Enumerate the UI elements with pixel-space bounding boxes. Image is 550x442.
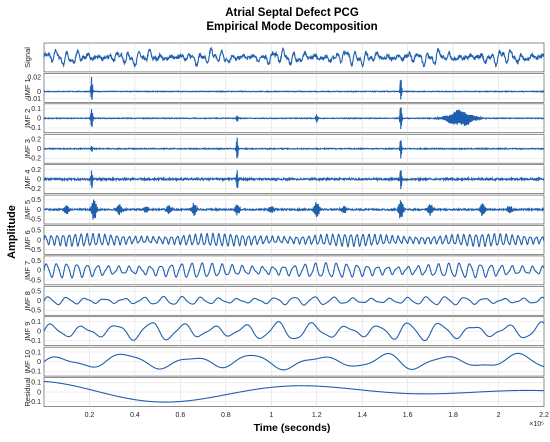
chart-subtitle: Empirical Mode Decomposition [206, 21, 378, 33]
y-tick-label: -0.2 [29, 186, 41, 193]
series-line-residual [43, 380, 545, 403]
y-tick-label: 0 [37, 298, 41, 305]
series-label: Signal [23, 47, 32, 68]
y-tick-label: -0.01 [25, 96, 41, 103]
series-label: IMF 8 [23, 291, 32, 310]
y-tick-label: 0.5 [31, 288, 41, 295]
y-tick-label: 0.5 [31, 197, 41, 204]
y-tick-label: 0.2 [31, 167, 41, 174]
y-tick-label: 0.02 [27, 74, 41, 81]
y-tick-label: -0.1 [29, 338, 41, 345]
series-label: IMF 9 [23, 322, 32, 341]
y-tick-label: -0.1 [29, 369, 41, 376]
series-line-imf-4 [43, 170, 545, 190]
series-line-imf-6 [43, 232, 545, 248]
x-tick-label: 1.8 [448, 412, 458, 419]
series-label: IMF 6 [23, 230, 32, 249]
y-tick-label: 0 [37, 176, 41, 183]
y-tick-label: 0.1 [31, 380, 41, 387]
y-tick-label: -0.5 [29, 277, 41, 284]
series-line-imf-9 [43, 321, 545, 342]
series-label: IMF 10 [23, 350, 32, 373]
series-label: IMF 2 [23, 109, 32, 128]
y-tick-label: 0 [37, 389, 41, 396]
y-tick-label: 0.1 [31, 349, 41, 356]
x-tick-label: 2.2 [539, 412, 549, 419]
y-tick-label: 0.5 [31, 228, 41, 235]
x-tick-label: 1.2 [312, 412, 322, 419]
y-tick-label: -0.5 [29, 216, 41, 223]
x-tick-label: 2 [497, 412, 501, 419]
series-line-imf-8 [43, 295, 545, 306]
x-axis-label: Time (seconds) [253, 422, 331, 434]
y-tick-label: 0.2 [31, 136, 41, 143]
series-label: IMF 4 [23, 170, 32, 189]
series-label: IMF 7 [23, 261, 32, 280]
x-tick-label: 1 [269, 412, 273, 419]
chart-title: Atrial Septal Defect PCG [225, 7, 359, 19]
x-multiplier-label: ×10⁵ [529, 421, 544, 428]
y-tick-label: 0 [37, 237, 41, 244]
series-line-signal [43, 46, 545, 68]
series-label: IMF 1 [23, 78, 32, 97]
y-tick-label: -0.5 [29, 247, 41, 254]
y-tick-label: 0 [37, 329, 41, 336]
series-line-imf-10 [43, 352, 545, 371]
y-tick-label: 0 [37, 146, 41, 153]
x-tick-label: 0.2 [85, 412, 95, 419]
x-tick-label: 1.4 [357, 412, 367, 419]
y-tick-label: -0.2 [29, 156, 41, 163]
y-tick-label: 0 [37, 207, 41, 214]
y-tick-label: -0.1 [29, 399, 41, 406]
series-line-imf-3 [43, 137, 545, 159]
y-tick-label: 0 [37, 359, 41, 366]
y-tick-label: -0.1 [29, 125, 41, 132]
series-label: IMF 5 [23, 200, 32, 219]
x-tick-label: 1.6 [403, 412, 413, 419]
y-tick-label: 0 [37, 116, 41, 123]
x-tick-label: 0.8 [221, 412, 231, 419]
panel-imf-1 [43, 73, 545, 103]
x-tick-label: 0.4 [130, 412, 140, 419]
series-label: IMF 3 [23, 139, 32, 158]
y-tick-label: 0 [37, 89, 41, 96]
y-tick-label: -0.5 [29, 308, 41, 315]
series-line-imf-7 [43, 262, 545, 279]
y-tick-label: 0.1 [31, 106, 41, 113]
y-tick-label: 0 [37, 268, 41, 275]
y-tick-label: 0.5 [31, 258, 41, 265]
y-tick-label: 0.1 [31, 319, 41, 326]
series-line-imf-2 [43, 107, 545, 130]
series-label: Residual [23, 377, 32, 407]
series-line-imf-1 [43, 76, 545, 100]
series-line-imf-5 [43, 199, 545, 220]
x-tick-label: 0.6 [175, 412, 185, 419]
